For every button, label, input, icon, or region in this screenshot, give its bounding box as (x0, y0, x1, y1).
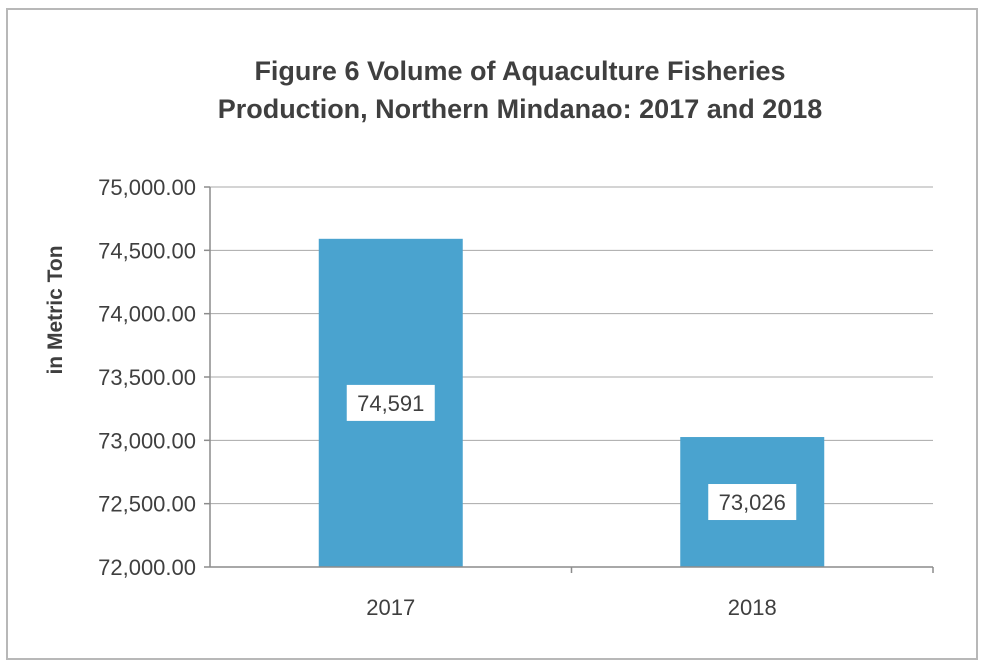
y-tick-label: 75,000.00 (98, 175, 196, 200)
data-label-box (346, 384, 435, 421)
axes (209, 187, 933, 568)
y-tick-labels: 72,000.00 72,500.00 73,000.00 73,500.00 74,0… (98, 175, 196, 580)
data-label: 73,026 (719, 490, 786, 515)
data-labels: 74,591 73,026 (346, 384, 797, 521)
y-tick-label: 72,500.00 (98, 492, 196, 517)
y-tick-label: 74,000.00 (98, 302, 196, 327)
data-label: 74,591 (357, 391, 424, 416)
y-tick-label: 72,000.00 (98, 555, 196, 580)
chart-title-line-2: Production, Northern Mindanao: 2017 and … (217, 94, 823, 124)
x-tick-labels: 2017 2018 (366, 595, 776, 620)
y-tick-label: 73,000.00 (98, 428, 196, 453)
y-axis-label: in Metric Ton (44, 245, 67, 374)
y-tick-label: 73,500.00 (98, 365, 196, 390)
y-tick-label: 74,500.00 (98, 238, 196, 263)
chart-title: Figure 6 Volume of Aquaculture Fisheries… (0, 52, 987, 128)
data-label-box (708, 484, 797, 521)
x-tick-label: 2017 (366, 595, 415, 620)
chart-title-line-1: Figure 6 Volume of Aquaculture Fisheries (254, 56, 786, 86)
x-tick-label: 2018 (728, 595, 777, 620)
